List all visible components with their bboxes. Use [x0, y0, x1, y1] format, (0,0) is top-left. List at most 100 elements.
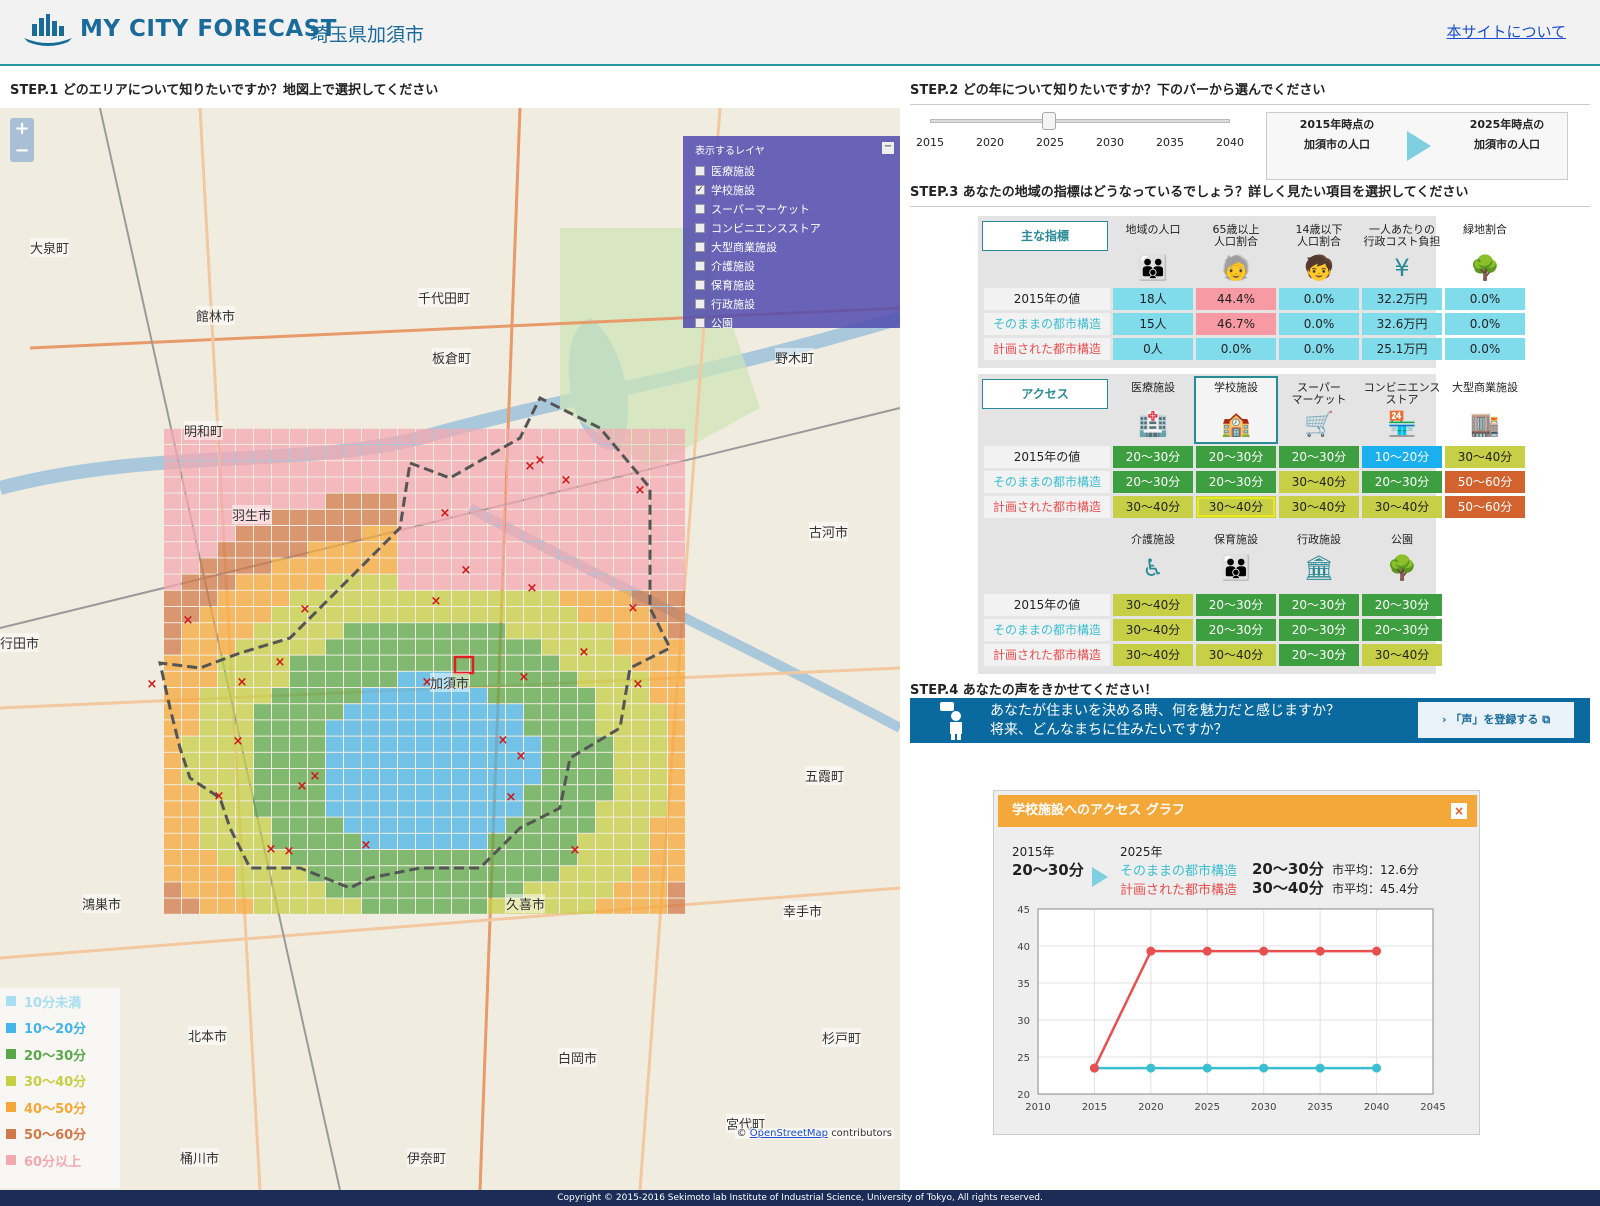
layer-item[interactable]: 行政施設	[695, 294, 888, 313]
grid-cell	[668, 801, 685, 817]
layer-item[interactable]: ✓ 学校施設	[695, 180, 888, 199]
access-column-header[interactable]: 学校施設	[1214, 381, 1258, 394]
access-column-header[interactable]: 保育施設	[1214, 533, 1258, 546]
close-icon[interactable]: ×	[1451, 803, 1467, 819]
layer-item[interactable]: 保育施設	[695, 275, 888, 294]
indicator-column-header[interactable]: 14歳以下 人口割合	[1295, 223, 1343, 248]
town-label: 千代田町	[418, 288, 471, 307]
map[interactable]: × × × × × × × × × × × × × × × × × × × × × × × × × × × × × + − 表示するレイ…	[0, 108, 900, 1190]
about-link[interactable]: 本サイトについて	[1446, 23, 1566, 41]
grid-cell	[398, 639, 415, 655]
access-column-header[interactable]: 介護施設	[1131, 533, 1175, 546]
zoom-out-button[interactable]: −	[14, 140, 30, 161]
grid-cell	[632, 785, 649, 801]
grid-cell	[578, 898, 595, 914]
layer-item[interactable]: スーパーマーケット	[695, 199, 888, 218]
school-marker-icon: ×	[519, 670, 530, 685]
slider-track[interactable]	[930, 119, 1230, 123]
step3-label: STEP.3 あなたの地域の指標はどうなっているでしょう？詳しく見たい項目を選択…	[910, 185, 1469, 200]
x-tick-label: 2025	[1195, 1102, 1220, 1113]
grid-cell	[164, 833, 181, 849]
year-tick-label[interactable]: 2030	[1096, 136, 1124, 149]
slider-thumb[interactable]	[1042, 112, 1056, 130]
town-label: 杉戸町	[822, 1028, 862, 1047]
checkbox-icon[interactable]	[695, 222, 705, 233]
x-tick-label: 2030	[1251, 1102, 1276, 1113]
voice-question-2: 将来、どんなまちに住みたいですか？	[990, 722, 1228, 738]
year-tick-label[interactable]: 2015	[916, 136, 944, 149]
data-point	[1202, 1063, 1212, 1073]
year-tick-label[interactable]: 2035	[1156, 136, 1184, 149]
grid-cell	[434, 493, 451, 509]
register-voice-button[interactable]: › 「声」を登録する ⧉	[1418, 702, 1574, 738]
access-column-header[interactable]: 公園	[1391, 533, 1413, 546]
year-tick-label[interactable]: 2025	[1036, 136, 1064, 149]
layer-item[interactable]: 介護施設	[695, 256, 888, 275]
grid-cell	[218, 558, 235, 574]
year-tick-label[interactable]: 2020	[976, 136, 1004, 149]
grid-cell	[236, 574, 253, 590]
grid-cell	[380, 461, 397, 477]
category-main-indicators[interactable]: 主な指標	[982, 221, 1108, 251]
grid-cell	[164, 461, 181, 477]
grid-cell	[326, 736, 343, 752]
grid-cell	[470, 720, 487, 736]
osm-link[interactable]: OpenStreetMap	[749, 1128, 828, 1139]
grid-cell	[434, 785, 451, 801]
grid-cell	[650, 752, 667, 768]
grid-cell	[218, 752, 235, 768]
access-column-header[interactable]: コンビニエンス ストア	[1363, 381, 1441, 406]
grid-cell	[488, 704, 505, 720]
grid-cell	[506, 720, 523, 736]
indicator-column-header[interactable]: 65歳以上 人口割合	[1212, 223, 1260, 248]
checkbox-icon[interactable]	[695, 241, 705, 252]
year-tick-label[interactable]: 2040	[1216, 136, 1244, 149]
grid-cell	[578, 574, 595, 590]
grid-cell	[614, 769, 631, 785]
layer-item[interactable]: 大型商業施設	[695, 237, 888, 256]
town-label: 羽生市	[232, 505, 272, 524]
grid-cell	[578, 461, 595, 477]
grid-cell	[236, 720, 253, 736]
minimize-icon[interactable]: −	[882, 141, 894, 154]
indicator-column-header[interactable]: 地域の人口	[1125, 223, 1181, 236]
grid-cell	[326, 639, 343, 655]
zoom-in-button[interactable]: +	[14, 118, 30, 139]
grid-cell	[614, 639, 631, 655]
layer-item[interactable]: 公園	[695, 313, 888, 332]
checkbox-icon[interactable]	[695, 203, 705, 214]
grid-cell	[326, 898, 343, 914]
graph-title: 学校施設へのアクセス グラフ ×	[998, 795, 1477, 827]
grid-cell	[236, 477, 253, 493]
government-building-icon: 🏛	[1303, 554, 1335, 582]
checkbox-icon[interactable]	[695, 260, 705, 271]
legend-item: 10分未満	[0, 988, 120, 1015]
grid-cell	[542, 493, 559, 509]
access-column-header[interactable]: スーパー マーケット	[1291, 381, 1347, 406]
layer-item[interactable]: コンビニエンスストア	[695, 218, 888, 237]
checkbox-checked-icon[interactable]: ✓	[695, 184, 705, 195]
checkbox-icon[interactable]	[695, 298, 705, 309]
checkbox-icon[interactable]	[695, 165, 705, 176]
city-boundary	[158, 395, 673, 890]
access-column-header[interactable]: 大型商業施設	[1452, 381, 1518, 394]
indicator-column-header[interactable]: 緑地割合	[1463, 223, 1507, 236]
legend-swatch	[6, 1102, 16, 1113]
grid-cell	[380, 769, 397, 785]
logo[interactable]: MY CITY FORECAST	[22, 12, 337, 46]
grid-cell	[290, 558, 307, 574]
grid-cell	[434, 866, 451, 882]
grid-cell	[416, 655, 433, 671]
year-slider[interactable]: 2015 2020 2025 2030 2035 2040	[912, 112, 1244, 162]
category-access[interactable]: アクセス	[982, 379, 1108, 409]
access-column-header[interactable]: 行政施設	[1297, 533, 1341, 546]
access-column-header[interactable]: 医療施設	[1131, 381, 1175, 394]
x-tick-label: 2020	[1138, 1102, 1163, 1113]
indicator-column-header[interactable]: 一人あたりの 行政コスト負担	[1363, 223, 1441, 248]
grid-cell	[218, 461, 235, 477]
grid-cell	[182, 526, 199, 542]
layer-item[interactable]: 医療施設	[695, 161, 888, 180]
grid-cell	[560, 898, 577, 914]
checkbox-icon[interactable]	[695, 279, 705, 290]
checkbox-icon[interactable]	[695, 317, 705, 328]
